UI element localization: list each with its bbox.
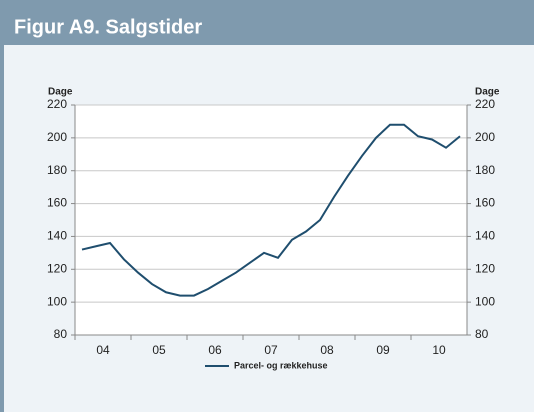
- panel-edge: [0, 45, 4, 412]
- y-tick-label: 180: [47, 163, 67, 177]
- y-tick-label: 160: [47, 196, 67, 210]
- y2-tick-label: 120: [475, 261, 495, 275]
- header: [0, 0, 534, 45]
- x-tick-label: 06: [208, 343, 222, 357]
- x-tick-label: 08: [320, 343, 334, 357]
- y-tick-label: 200: [47, 130, 67, 144]
- x-tick-label: 04: [96, 343, 110, 357]
- x-tick-label: 09: [376, 343, 390, 357]
- y-tick-label: 140: [47, 229, 67, 243]
- y2-axis-label: Dage: [475, 87, 500, 98]
- y2-tick-label: 220: [475, 97, 495, 111]
- y-tick-label: 80: [54, 327, 68, 341]
- y2-tick-label: 140: [475, 229, 495, 243]
- y-axis-label: Dage: [48, 87, 73, 98]
- y2-tick-label: 160: [475, 196, 495, 210]
- x-tick-label: 07: [264, 343, 278, 357]
- y2-tick-label: 200: [475, 130, 495, 144]
- y2-tick-label: 100: [475, 294, 495, 308]
- y-tick-label: 100: [47, 294, 67, 308]
- x-tick-label: 10: [432, 343, 446, 357]
- series-line: [81, 123, 461, 297]
- y2-tick-label: 180: [475, 163, 495, 177]
- plot-area: [75, 105, 467, 335]
- title: Figur A9. Salgstider: [14, 16, 202, 38]
- x-tick-label: 05: [152, 343, 166, 357]
- y2-tick-label: 80: [475, 327, 489, 341]
- y-tick-label: 120: [47, 261, 67, 275]
- legend-label: Parcel- og rækkehuse: [234, 360, 328, 370]
- y-tick-label: 220: [47, 97, 67, 111]
